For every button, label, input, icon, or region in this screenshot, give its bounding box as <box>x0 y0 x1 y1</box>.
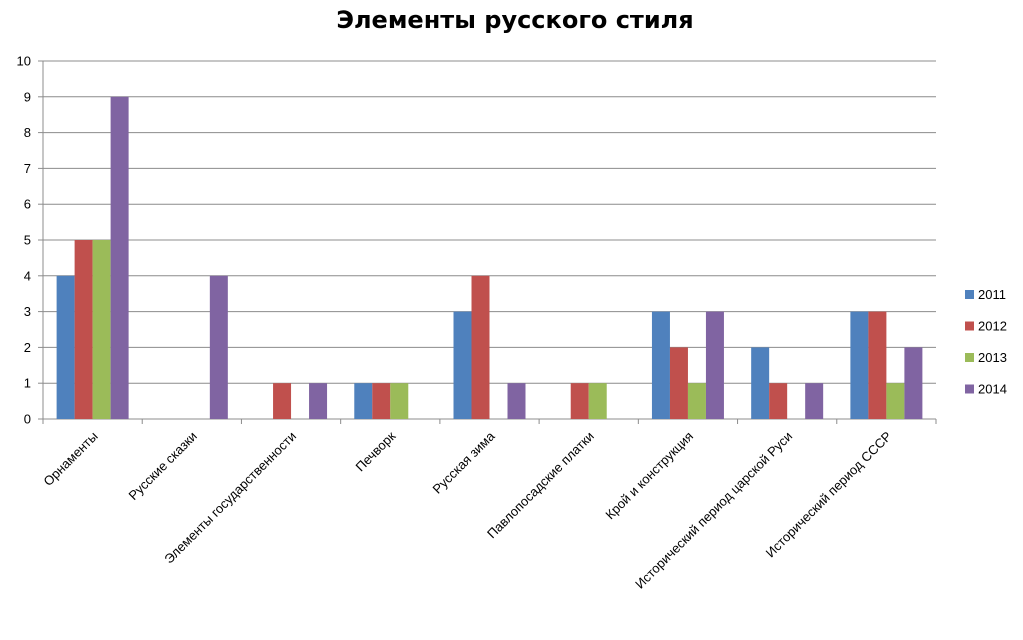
chart-title: Элементы русского стиля <box>336 6 693 34</box>
bar-2014-7 <box>705 311 724 419</box>
bar-2012-4 <box>372 383 391 419</box>
x-tick-label: Павлопосадские платки <box>484 429 597 542</box>
y-tick-label: 4 <box>24 268 31 283</box>
x-tick-label: Крой и конструкция <box>602 429 696 523</box>
legend: 2011 2012 2013 2014 <box>965 287 1007 397</box>
y-tick-label: 10 <box>17 54 31 69</box>
bar-2014-3 <box>309 383 328 419</box>
bar-2014-8 <box>805 383 824 419</box>
legend-label: 2014 <box>978 382 1007 397</box>
legend-label: 2013 <box>978 350 1007 365</box>
y-tick-label: 0 <box>24 412 31 427</box>
y-tick-label: 3 <box>24 304 31 319</box>
bar-2013-4 <box>390 383 409 419</box>
x-tick-label: Печворк <box>353 428 399 474</box>
y-tick-label: 1 <box>24 376 31 391</box>
bar-2011-8 <box>751 347 770 419</box>
bar-2014-5 <box>507 383 526 419</box>
bar-2012-3 <box>273 383 292 419</box>
legend-label: 2012 <box>978 319 1007 334</box>
bar-2014-1 <box>110 96 129 420</box>
y-tick-label: 8 <box>24 125 31 140</box>
x-tick-label: Исторический период царской Руси <box>632 429 795 592</box>
y-tick-label: 2 <box>24 340 31 355</box>
y-tick-label: 6 <box>24 197 31 212</box>
bar-2012-6 <box>570 383 589 419</box>
legend-swatch-2012 <box>965 321 974 331</box>
bar-2013-9 <box>886 383 905 419</box>
bar-2014-2 <box>209 275 228 419</box>
legend-swatch-2014 <box>965 384 974 394</box>
bar-2012-9 <box>868 311 887 419</box>
bar-2012-1 <box>74 240 93 419</box>
bar-2013-7 <box>687 383 706 419</box>
x-tick-label: Орнаменты <box>40 429 100 489</box>
bar-2012-5 <box>471 275 490 419</box>
bar-2014-9 <box>904 347 923 419</box>
legend-label: 2011 <box>978 287 1006 302</box>
y-tick-label: 9 <box>24 89 31 104</box>
y-tick-labels: 0 1 2 3 4 5 6 7 8 9 10 <box>17 54 31 427</box>
y-tick-label: 5 <box>24 233 31 248</box>
bars <box>56 96 923 420</box>
bar-2013-6 <box>588 383 607 419</box>
gridlines <box>43 60 936 384</box>
bar-2011-9 <box>850 311 869 419</box>
bar-2011-1 <box>56 275 75 419</box>
bar-2011-7 <box>651 311 670 419</box>
x-tick-label: Русская зима <box>430 428 499 497</box>
bar-2011-4 <box>354 383 373 419</box>
legend-swatch-2011 <box>965 290 974 299</box>
bar-2013-1 <box>92 240 111 419</box>
y-tick-label: 7 <box>24 161 31 176</box>
legend-swatch-2013 <box>965 353 974 362</box>
bar-2011-5 <box>453 311 472 419</box>
x-tick-label: Русские сказки <box>125 429 199 503</box>
bar-2012-8 <box>769 383 788 419</box>
bar-2012-7 <box>669 347 688 419</box>
